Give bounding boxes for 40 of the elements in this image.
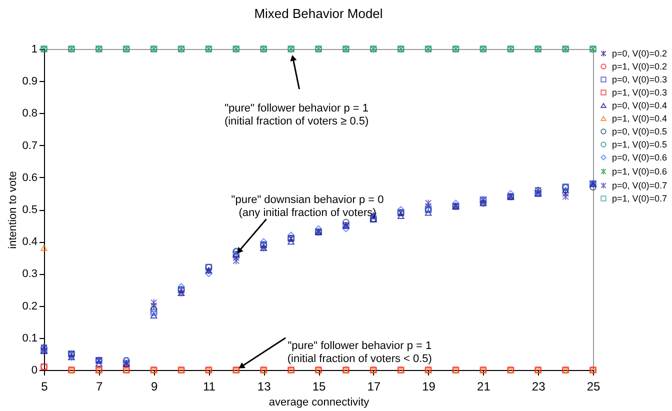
x-tick-label: 13 xyxy=(257,380,272,394)
x-tick-label: 21 xyxy=(477,380,491,394)
y-tick-label: 0.1 xyxy=(22,332,38,344)
annotation: "pure" follower behavior p = 1 (initial fraction of voters ≥ 0.5) xyxy=(224,102,369,128)
x-tick-label: 9 xyxy=(150,380,158,394)
x-tick-label: 7 xyxy=(96,380,104,394)
y-tick-label: 0.6 xyxy=(22,172,38,184)
y-tick-label: 0.2 xyxy=(22,300,38,312)
annotation: "pure" downsian behavior p = 0 (any initial fraction of voters) xyxy=(231,194,384,219)
y-tick-label: 0 xyxy=(31,364,38,376)
legend-label: p=0, V(0)=0.4 xyxy=(612,100,668,110)
x-tick-label: 19 xyxy=(422,380,436,394)
legend-label: p=0, V(0)=0.5 xyxy=(612,126,668,136)
legend-label: p=0, V(0)=0.7 xyxy=(612,180,668,190)
x-tick-label: 23 xyxy=(532,380,546,394)
legend-label: p=0, V(0)=0.2 xyxy=(612,48,668,58)
x-axis-title: average connectivity xyxy=(268,396,370,408)
x-tick-label: 25 xyxy=(586,380,600,394)
legend-label: p=1, V(0)=0.3 xyxy=(612,88,668,98)
y-tick-label: 0.5 xyxy=(22,204,38,216)
legend-label: p=1, V(0)=0.5 xyxy=(612,140,668,150)
chart-title: Mixed Behavior Model xyxy=(254,6,383,21)
y-tick-label: 0.7 xyxy=(22,140,38,152)
legend-label: p=0, V(0)=0.6 xyxy=(612,152,668,162)
x-tick-label: 5 xyxy=(41,380,48,394)
legend-label: p=1, V(0)=0.4 xyxy=(612,114,668,124)
y-tick-label: 0.8 xyxy=(22,108,38,120)
y-tick-label: 0.4 xyxy=(22,236,38,248)
annotation: "pure" follower behavior p = 1 (initial fraction of voters < 0.5) xyxy=(287,340,432,365)
legend-label: p=1, V(0)=0.2 xyxy=(612,62,668,72)
legend-label: p=1, V(0)=0.7 xyxy=(612,194,668,204)
legend-label: p=1, V(0)=0.6 xyxy=(612,166,668,176)
x-tick-label: 15 xyxy=(312,380,326,394)
x-tick-label: 11 xyxy=(202,380,216,394)
y-tick-label: 1 xyxy=(31,44,38,56)
y-tick-label: 0.3 xyxy=(22,268,38,280)
y-axis-title: intention to vote xyxy=(7,171,20,249)
y-tick-label: 0.9 xyxy=(22,76,38,88)
x-tick-label: 17 xyxy=(367,380,381,394)
legend-label: p=0, V(0)=0.3 xyxy=(612,74,668,84)
